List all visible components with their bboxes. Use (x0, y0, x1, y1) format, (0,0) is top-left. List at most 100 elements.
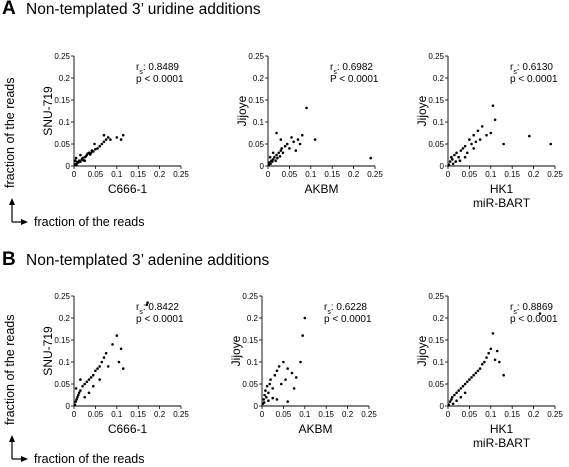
y-tick-label: 0 (254, 402, 259, 411)
y-axis-label: SNU-719 (41, 86, 55, 136)
y-tick-label: 0.15 (242, 336, 258, 345)
data-point (145, 303, 149, 307)
x-tick-label: 0.05 (462, 410, 478, 419)
x-tick-label: 0.1 (305, 170, 317, 179)
data-point (453, 153, 456, 157)
data-point (455, 391, 458, 395)
data-point (275, 369, 279, 373)
axis-legend-b-x-label: fraction of the reads (34, 452, 144, 466)
x-tick-label: 0.05 (276, 410, 292, 419)
data-point (292, 387, 296, 390)
data-point (275, 131, 278, 135)
y-tick-label: 0.1 (433, 358, 445, 367)
data-point (93, 142, 96, 146)
data-point (470, 142, 473, 146)
y-axis-label: Jijoye (415, 95, 429, 126)
y-tick-label: 0.25 (248, 52, 264, 61)
data-point (448, 160, 452, 163)
y-tick-label: 0.1 (59, 358, 71, 367)
data-point (495, 349, 499, 353)
data-point (275, 153, 278, 157)
x-tick-label: 0.25 (173, 170, 189, 179)
data-point (476, 129, 480, 133)
data-point (292, 140, 295, 144)
data-point (489, 347, 493, 351)
scatter-plot-6: 00 0.05 0.05 0.1 0.1 0.15 0.15 0.2 0.2 0.25 0.25 HK… (415, 292, 563, 450)
data-point (485, 133, 488, 137)
x-tick-label: 0 (446, 410, 451, 419)
data-point (491, 332, 495, 335)
data-point (277, 365, 281, 368)
axis-legend-a-x-label: fraction of the reads (34, 215, 144, 229)
x-tick-label: 0.25 (547, 170, 563, 179)
y-tick-label: 0.2 (247, 314, 259, 323)
data-point (87, 391, 91, 395)
data-point (485, 356, 488, 359)
data-point (286, 367, 289, 370)
y-tick-label: 0 (66, 162, 71, 171)
x-tick-label: 0.05 (88, 410, 104, 419)
data-point (493, 358, 497, 362)
data-point (83, 395, 86, 399)
data-point (121, 133, 125, 137)
data-point (455, 151, 458, 155)
panel-title-b: Non-templated 3’ adenine additions (26, 252, 270, 269)
data-point (111, 343, 114, 346)
data-point (286, 400, 289, 403)
data-point (94, 147, 97, 151)
x-tick-label: 0.15 (130, 170, 146, 179)
x-tick-label: 0.05 (462, 170, 478, 179)
data-point (104, 351, 108, 355)
data-point (498, 360, 501, 364)
data-point (463, 155, 467, 159)
data-point (470, 376, 473, 379)
data-point (298, 142, 302, 146)
scatter-plot-2: 00 0.05 0.05 0.1 0.1 0.15 0.15 0.2 0.2 0.25 0.25 AK… (235, 52, 383, 196)
data-point (478, 367, 482, 370)
data-point (279, 138, 283, 141)
data-point (77, 391, 81, 395)
data-point (268, 382, 272, 386)
data-point (538, 312, 542, 315)
data-point (474, 371, 478, 375)
legend-arrow-right-icon (21, 456, 28, 462)
data-point (75, 398, 78, 401)
y-tick-label: 0.2 (253, 74, 265, 83)
x-tick-label: 0 (446, 170, 451, 179)
data-point (268, 155, 272, 159)
panel-letter-b: B (2, 249, 16, 270)
data-point (491, 104, 495, 108)
data-point (296, 138, 300, 141)
y-tick-label: 0.25 (54, 292, 70, 301)
x-tick-label: 0.25 (361, 410, 377, 419)
y-tick-label: 0.05 (242, 380, 258, 389)
x-tick-label: 0.05 (282, 170, 298, 179)
x-tick-label: 0.15 (504, 170, 520, 179)
data-point (487, 351, 490, 355)
data-point (79, 153, 82, 157)
data-point (273, 155, 276, 159)
data-point (290, 136, 293, 139)
data-point (74, 156, 78, 160)
data-point (96, 147, 99, 150)
y-tick-label: 0.05 (428, 380, 444, 389)
data-point (282, 360, 285, 364)
x-axis-label: HK1 (490, 422, 514, 436)
data-point (98, 144, 101, 148)
data-point (277, 151, 281, 155)
scatter-plot-4: 00 0.05 0.05 0.1 0.1 0.15 0.15 0.2 0.2 0.25 0.25 C6… (41, 292, 189, 436)
data-point (267, 391, 270, 395)
data-point (480, 362, 484, 366)
data-point (271, 158, 275, 161)
data-point (285, 142, 289, 146)
data-point (262, 401, 266, 404)
data-point (453, 393, 456, 397)
data-point (283, 144, 287, 148)
scatter-plot-1: 00 0.05 0.05 0.1 0.1 0.15 0.15 0.2 0.2 0.25 0.25 C6… (41, 52, 189, 196)
correlation-label: rs: 0.6130 (510, 62, 553, 76)
data-point (87, 378, 91, 381)
data-point (76, 393, 80, 397)
data-point (91, 373, 95, 377)
data-point (267, 399, 270, 403)
x-tick-label: 0.1 (485, 410, 497, 419)
